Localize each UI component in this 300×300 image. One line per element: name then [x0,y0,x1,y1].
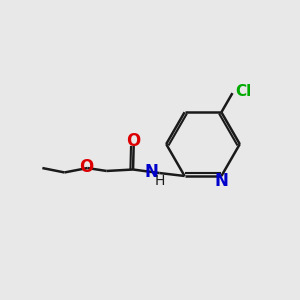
Text: Cl: Cl [235,84,251,99]
Text: O: O [79,158,93,176]
Text: O: O [127,132,141,150]
Text: N: N [214,172,228,190]
Text: N: N [144,163,158,181]
Text: H: H [154,174,165,188]
